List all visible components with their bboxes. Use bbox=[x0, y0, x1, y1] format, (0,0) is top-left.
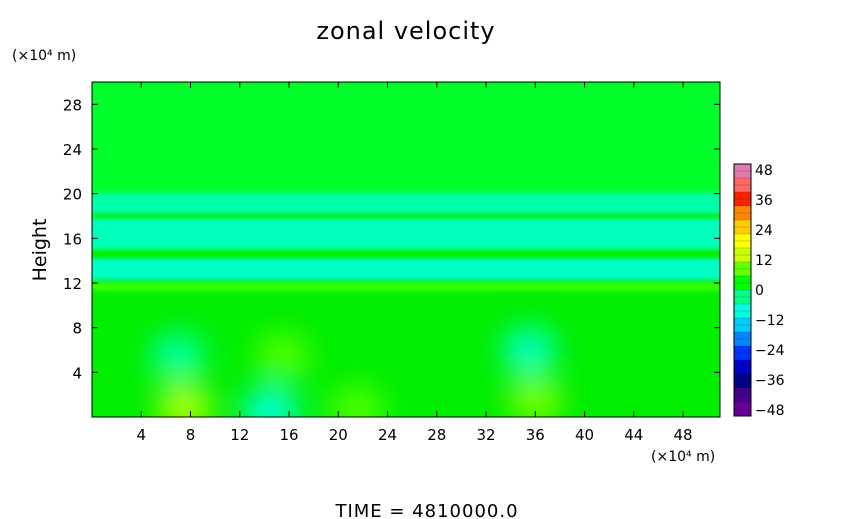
field-blob bbox=[507, 376, 564, 417]
colorbar bbox=[733, 163, 752, 417]
y-tick-label: 28 bbox=[63, 96, 82, 114]
x-tick-label: 12 bbox=[230, 426, 249, 444]
y-unit-label: (×10⁴ m) bbox=[12, 48, 76, 64]
y-tick-label: 4 bbox=[72, 364, 82, 382]
colorbar-swatch bbox=[734, 318, 751, 333]
colorbar-swatch bbox=[734, 374, 751, 389]
field-band bbox=[92, 283, 720, 291]
x-unit-label: (×10⁴ m) bbox=[651, 449, 715, 465]
field-blob bbox=[156, 384, 213, 417]
colorbar-swatch bbox=[734, 164, 751, 179]
colorbar-swatch bbox=[734, 234, 751, 249]
y-tick-label: 24 bbox=[63, 141, 82, 159]
plot-frame bbox=[91, 81, 721, 418]
y-ticks: 4 8 12 16 20 24 28 bbox=[63, 96, 720, 382]
field-blob bbox=[254, 331, 311, 380]
colorbar-swatch bbox=[734, 346, 751, 361]
x-tick-label: 36 bbox=[526, 426, 545, 444]
plot-area bbox=[92, 82, 720, 417]
colorbar-tick-label: 36 bbox=[755, 193, 773, 209]
colorbar-tick-label: 48 bbox=[755, 163, 773, 179]
x-tick-label: 44 bbox=[624, 426, 643, 444]
y-tick-label: 16 bbox=[63, 230, 82, 248]
field-blob bbox=[150, 331, 207, 380]
colorbar-swatch bbox=[734, 178, 751, 193]
x-tick-label: 20 bbox=[329, 426, 348, 444]
field-blob bbox=[328, 384, 385, 417]
x-tick-label: 28 bbox=[427, 426, 446, 444]
y-axis-label: Height bbox=[29, 219, 51, 282]
x-tick-label: 24 bbox=[378, 426, 397, 444]
field-band bbox=[92, 218, 720, 250]
colorbar-swatch bbox=[734, 360, 751, 375]
colorbar-swatch bbox=[734, 248, 751, 263]
colorbar-ticks: 48 36 24 12 0 −12 −24 −36 −48 bbox=[755, 163, 785, 419]
x-ticks: 4 8 12 16 20 24 28 32 36 40 44 48 bbox=[136, 82, 693, 444]
colorbar-swatch bbox=[734, 388, 751, 403]
colorbar-swatch bbox=[734, 262, 751, 277]
colorbar-tick-label: −48 bbox=[755, 403, 785, 419]
x-tick-label: 32 bbox=[476, 426, 495, 444]
colorbar-swatch bbox=[734, 276, 751, 291]
x-tick-label: 48 bbox=[674, 426, 693, 444]
x-tick-label: 4 bbox=[136, 426, 146, 444]
colorbar-swatch bbox=[734, 332, 751, 347]
field-band bbox=[92, 193, 720, 214]
colorbar-swatch bbox=[734, 290, 751, 305]
colorbar-tick-label: −12 bbox=[755, 313, 785, 329]
chart-title: zonal velocity bbox=[316, 17, 495, 45]
colorbar-swatch bbox=[734, 206, 751, 221]
field-blob bbox=[242, 387, 299, 417]
colorbar-tick-label: 0 bbox=[755, 283, 764, 299]
colorbar-frame bbox=[733, 163, 752, 417]
field-blob bbox=[501, 326, 558, 374]
colorbar-swatch bbox=[734, 220, 751, 235]
x-tick-label: 40 bbox=[575, 426, 594, 444]
colorbar-tick-label: 12 bbox=[755, 253, 773, 269]
x-tick-label: 16 bbox=[279, 426, 298, 444]
colorbar-tick-label: 24 bbox=[755, 223, 773, 239]
x-tick-label: 8 bbox=[186, 426, 196, 444]
field-band bbox=[92, 258, 720, 280]
field-band bbox=[92, 82, 720, 194]
y-tick-label: 12 bbox=[63, 275, 82, 293]
time-label: TIME = 4810000.0 bbox=[334, 501, 518, 519]
colorbar-tick-label: −24 bbox=[755, 343, 785, 359]
colorbar-swatch bbox=[734, 402, 751, 417]
colorbar-swatch bbox=[734, 304, 751, 319]
colorbar-swatch bbox=[734, 192, 751, 207]
colorbar-tick-label: −36 bbox=[755, 373, 785, 389]
y-tick-label: 20 bbox=[63, 186, 82, 204]
y-tick-label: 8 bbox=[72, 320, 82, 338]
